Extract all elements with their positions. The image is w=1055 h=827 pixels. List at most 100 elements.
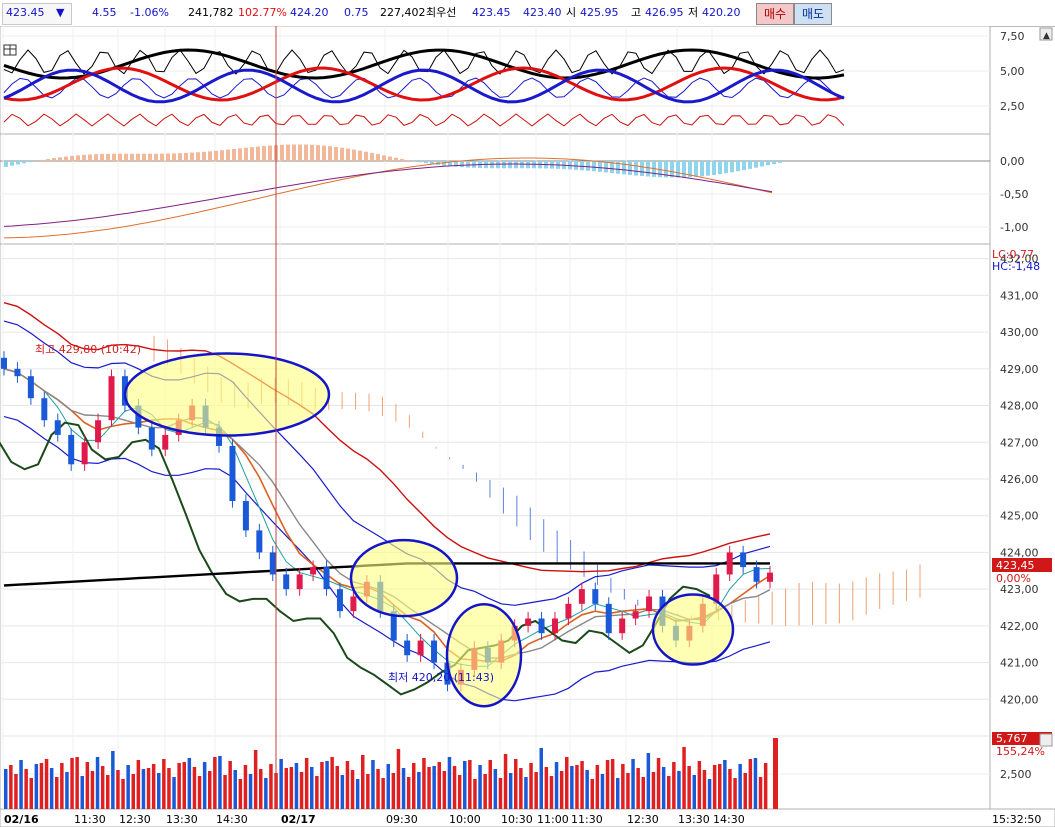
volume-bar (197, 776, 202, 809)
high-price: 426.95 (645, 6, 684, 19)
volume-bar (718, 764, 722, 809)
macd-bar (730, 161, 734, 173)
macd-bar (352, 149, 356, 161)
volume-bar (90, 771, 95, 809)
time-tick-label: 12:30 (119, 813, 151, 826)
volume-bar (111, 751, 115, 809)
macd-tick-label: 0,00 (1000, 155, 1025, 168)
candle-body (148, 427, 155, 450)
volume-bar (452, 766, 457, 809)
candle-body (108, 376, 115, 421)
volume-value: 241,782 (188, 6, 234, 19)
volume-bar (514, 759, 518, 809)
volume-bar (575, 765, 579, 809)
volume-bar (478, 765, 482, 809)
macd-bar (4, 161, 8, 167)
axis-labels: 432,00 431,00 430,00 429,00 428,00 427,00 426,… (4, 30, 1039, 826)
candle-body (713, 574, 720, 604)
macd-bar (208, 151, 212, 161)
macd-bar (28, 161, 32, 163)
panel-down-button[interactable] (1039, 733, 1053, 747)
volume-bar (44, 759, 49, 809)
volume-bar (187, 758, 192, 809)
volume-bar (753, 758, 758, 809)
macd-bar (64, 156, 68, 161)
volume-bar (294, 763, 299, 809)
volume-bar (493, 769, 498, 809)
panel-up-button[interactable] (1039, 27, 1053, 41)
macd-bar (466, 161, 470, 168)
candle-body (283, 574, 290, 590)
time-tick-label: 14:30 (216, 813, 248, 826)
price-tick-label: 430,00 (1000, 326, 1039, 339)
volume-bar (697, 761, 702, 809)
macd-bar (700, 161, 704, 177)
candle-body (551, 618, 558, 634)
best-quote-label: 최우선 (426, 6, 457, 19)
volume-bar (177, 763, 181, 809)
low-annotation: 최저 420,20 (11:43) (388, 671, 494, 684)
volume-bar (208, 771, 212, 809)
macd-bar (664, 161, 668, 178)
macd-bar (358, 150, 362, 161)
volume-bar (259, 769, 263, 809)
macd-bar (460, 161, 464, 168)
volume-bar (631, 759, 635, 809)
macd-bar (616, 161, 620, 174)
volume-bar (106, 775, 110, 809)
volume-bar (19, 760, 23, 809)
candle-body (417, 640, 424, 656)
candle-body (242, 501, 249, 531)
bollinger-lower (3, 416, 771, 702)
sell-button[interactable]: 매도 (794, 3, 832, 25)
volume-bar (355, 779, 360, 809)
macd-bar (316, 145, 320, 161)
macd-bar (256, 146, 260, 161)
candle-body (14, 368, 21, 377)
macd-bar (82, 154, 86, 161)
volume-bar (667, 776, 671, 809)
macd-bar (742, 161, 746, 171)
volume-bar (136, 760, 141, 809)
open-interest: 227,402 (380, 6, 426, 19)
macd-bar (280, 144, 284, 161)
highlight-ellipse (123, 352, 331, 437)
volume-bar (172, 777, 176, 809)
macd-bar (202, 151, 206, 161)
volume-bar (733, 778, 737, 809)
volume-bar (371, 760, 375, 809)
volume-bar (386, 764, 390, 809)
volume-bar (707, 779, 712, 809)
candle-body (27, 376, 34, 399)
macd-bar (772, 161, 776, 165)
volume-bar (192, 767, 197, 809)
macd-bar (394, 157, 398, 161)
macd-bar (514, 161, 518, 169)
highlight-ellipse (651, 593, 735, 666)
volume-bar (728, 769, 732, 809)
volume-bar (223, 775, 227, 809)
macd-bar (454, 161, 458, 167)
macd-bar (118, 153, 122, 161)
volume-bar (763, 763, 768, 809)
volume-bar (432, 766, 436, 809)
volume-bar (738, 764, 742, 809)
time-tick-label: 11:30 (571, 813, 603, 826)
candle-body (538, 618, 545, 634)
price-tick-label: 426,00 (1000, 473, 1039, 486)
volume-bar (463, 761, 467, 809)
volume-bar (233, 770, 237, 809)
volume-bar (422, 758, 426, 809)
buy-button[interactable]: 매수 (756, 3, 794, 25)
macd-bar (226, 149, 230, 161)
volume-bar (75, 757, 79, 809)
volume-bar (310, 767, 314, 809)
candle-body (767, 572, 773, 582)
volume-bar (570, 766, 574, 809)
oscillator-panel (0, 26, 991, 135)
volume-bar (213, 757, 217, 809)
time-tick-label: 02/17 (281, 813, 316, 826)
candle-body (162, 434, 169, 450)
oi-change: 0.75 (344, 6, 369, 19)
oi-price: 424.20 (290, 6, 329, 19)
